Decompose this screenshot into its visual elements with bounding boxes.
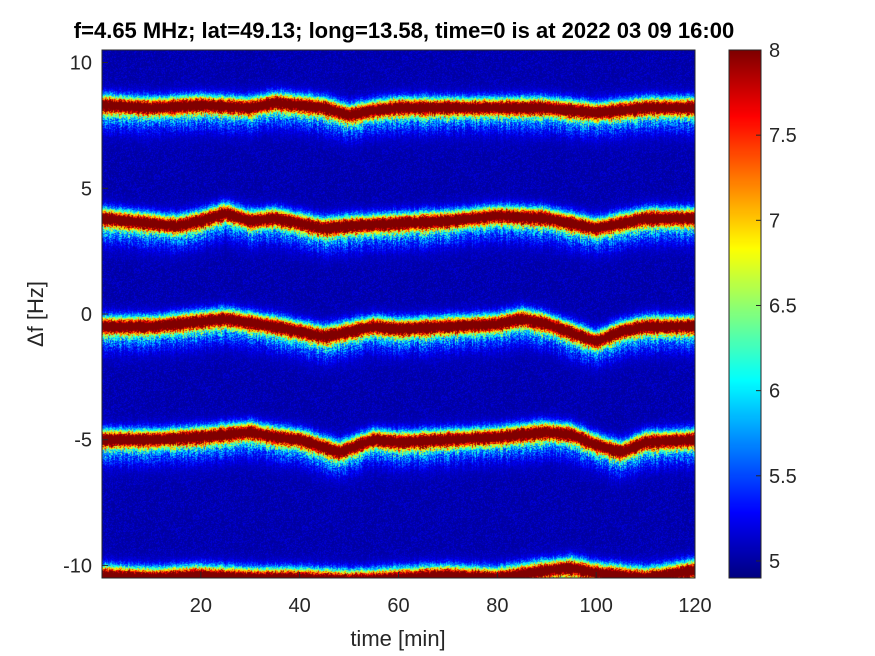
colorbar-frame xyxy=(728,49,762,579)
x-axis: 20 40 60 80 100 120 xyxy=(190,572,712,617)
heatmap-image xyxy=(102,50,695,578)
colorbar-tick-label: 5.5 xyxy=(769,466,797,488)
colorbar-tick-label: 6.5 xyxy=(769,295,797,317)
y-axis-label: Δf [Hz] xyxy=(23,281,48,347)
plot-area xyxy=(101,49,696,579)
chart-title: f=4.65 MHz; lat=49.13; long=13.58, time=… xyxy=(74,18,734,43)
y-tick-label: 0 xyxy=(81,304,92,326)
colorbar-tick-label: 5 xyxy=(769,551,780,573)
y-tick-label: -10 xyxy=(63,555,92,577)
y-tick-label: 5 xyxy=(81,178,92,200)
colorbar-tick-label: 6 xyxy=(769,381,780,403)
x-tick-label: 120 xyxy=(678,595,711,617)
x-axis-label: time [min] xyxy=(350,626,445,651)
colorbar-ticks: 8 7.5 7 6.5 6 5.5 5 xyxy=(756,40,797,573)
x-tick-label: 100 xyxy=(579,595,612,617)
x-tick-label: 40 xyxy=(289,595,311,617)
x-tick-label: 80 xyxy=(486,595,508,617)
y-axis: 10 5 0 -5 -10 xyxy=(63,53,108,577)
colorbar-tick-label: 7 xyxy=(769,210,780,232)
colorbar-tick-label: 8 xyxy=(769,40,780,62)
y-tick-label: 10 xyxy=(70,53,92,75)
colorbar: 8 7.5 7 6.5 6 5.5 5 xyxy=(728,40,797,579)
colorbar-tick-label: 7.5 xyxy=(769,125,797,147)
x-tick-label: 20 xyxy=(190,595,212,617)
colorbar-gradient xyxy=(729,50,761,578)
x-tick-label: 60 xyxy=(387,595,409,617)
y-tick-label: -5 xyxy=(74,430,92,452)
